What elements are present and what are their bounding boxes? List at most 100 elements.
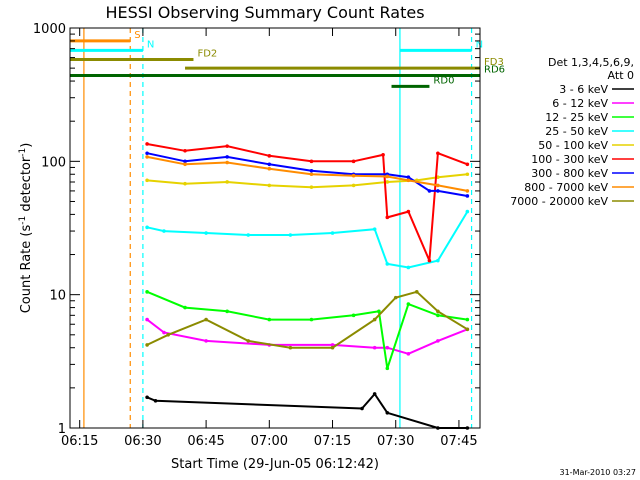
x-tick-label-1: 06:30: [124, 434, 161, 449]
series-7-point-5: [351, 173, 356, 178]
series-2-point-8: [406, 302, 411, 306]
axes-layer: 06:15 06:30 06:45 07:00 07:15 07:30 07:45 1 10 10…: [33, 22, 480, 449]
series-6-point-10: [465, 194, 470, 198]
series-5-point-3: [267, 154, 272, 158]
y-tick-label-0: 1: [58, 422, 66, 437]
y-axis-label-unit: detector: [19, 156, 34, 216]
series-5-point-8: [406, 209, 411, 214]
status-bar-label-6: RD6: [484, 65, 505, 76]
legend-label-5: 100 - 300 keV: [531, 153, 608, 166]
series-line-5: [146, 143, 468, 261]
series-6-point-2: [225, 155, 229, 159]
series-5-point-1: [183, 148, 187, 153]
x-tick-label-3: 07:00: [251, 434, 288, 449]
x-tick-label-4: 07:15: [314, 434, 351, 449]
series-1-point-4: [330, 343, 335, 347]
status-bar-label-2: N: [476, 39, 483, 50]
series-7-point-6: [385, 174, 390, 179]
y-tick-label-2: 100: [41, 155, 66, 170]
series-6-point-7: [406, 175, 411, 180]
series-8-point-6: [372, 317, 377, 322]
series-2-point-7: [385, 366, 390, 371]
legend-label-2: 12 - 25 keV: [545, 111, 608, 124]
series-0-point-1: [153, 398, 158, 403]
series-3-point-6: [372, 227, 377, 231]
series-0-point-0: [145, 395, 149, 400]
series-8-point-3: [246, 339, 251, 343]
series-8-point-9: [436, 309, 440, 314]
series-4-point-5: [351, 183, 356, 188]
series-2-point-10: [465, 317, 470, 322]
series-5-point-10: [436, 151, 440, 156]
series-2-point-9: [436, 313, 440, 318]
series-2-point-4: [309, 317, 314, 322]
legend-header-attenuator: Att 0: [608, 69, 634, 82]
series-6-point-8: [427, 189, 432, 193]
series-1-point-0: [145, 317, 149, 322]
series-3-point-8: [406, 265, 411, 270]
y-axis-label-close: ): [19, 143, 34, 148]
series-2-point-1: [183, 305, 187, 310]
series-5-point-7: [385, 215, 390, 220]
status-bar-label-1: N: [147, 39, 154, 50]
series-2-point-0: [145, 290, 149, 294]
series-6-point-1: [183, 159, 187, 164]
series-7-point-1: [183, 162, 187, 167]
series-8-point-2: [204, 317, 208, 322]
y-axis-label-exponent-2: -1: [18, 148, 28, 157]
y-axis-label-text: Count Rate (s: [19, 225, 34, 314]
x-tick-label-6: 07:45: [440, 434, 477, 449]
series-2-point-2: [225, 309, 229, 314]
series-7-point-3: [267, 166, 272, 171]
series-3-point-10: [465, 209, 470, 214]
series-3-point-2: [204, 231, 208, 235]
series-2-point-6: [377, 309, 381, 314]
series-5-point-2: [225, 144, 229, 148]
legend-label-6: 300 - 800 keV: [531, 167, 608, 180]
series-3-point-9: [436, 258, 440, 263]
series-1-point-2: [204, 339, 208, 343]
status-bar-label-4: FD3: [484, 57, 504, 68]
series-8-point-4: [288, 345, 293, 350]
series-7-point-7: [406, 178, 411, 183]
series-8-point-8: [414, 290, 419, 294]
series-1-point-5: [372, 345, 377, 350]
series-5-point-11: [465, 162, 470, 167]
series-7-point-0: [145, 155, 149, 159]
series-4-point-0: [145, 178, 149, 183]
series-2-point-5: [351, 313, 356, 318]
status-bar-label-5: RD0: [433, 75, 454, 86]
series-line-4: [147, 173, 468, 189]
legend-label-1: 6 - 12 keV: [552, 97, 608, 110]
y-axis-label-exponent: -1: [18, 216, 28, 225]
series-2-point-3: [267, 317, 272, 322]
x-axis-label: Start Time (29-Jun-05 06:12:42): [171, 457, 379, 472]
series-5-point-6: [381, 152, 385, 157]
x-tick-label-0: 06:15: [61, 434, 98, 449]
series-5-point-4: [309, 159, 314, 164]
series-0-point-3: [372, 392, 377, 396]
x-tick-label-2: 06:45: [187, 434, 224, 449]
series-8-point-7: [393, 295, 398, 300]
series-1-point-8: [436, 339, 440, 343]
y-tick-label-3: 1000: [33, 22, 66, 37]
legend-label-8: 7000 - 20000 keV: [510, 195, 608, 208]
series-3-point-5: [330, 231, 335, 235]
legend-label-3: 25 - 50 keV: [545, 125, 608, 138]
status-bar-label-3: FD2: [197, 49, 217, 60]
series-5-point-9: [427, 258, 432, 263]
legend-label-7: 800 - 7000 keV: [524, 181, 608, 194]
series-7-point-2: [225, 160, 229, 165]
series-3-point-4: [288, 233, 293, 237]
x-tick-label-5: 07:30: [377, 434, 414, 449]
chart-title: HESSI Observing Summary Count Rates: [105, 3, 424, 22]
series-7-point-9: [465, 189, 470, 193]
series-3-point-0: [145, 225, 149, 230]
series-3-point-7: [385, 262, 390, 266]
series-4-point-9: [465, 172, 470, 177]
series-8-point-10: [465, 327, 470, 332]
series-6-point-9: [436, 189, 440, 193]
series-1-point-1: [162, 330, 166, 335]
